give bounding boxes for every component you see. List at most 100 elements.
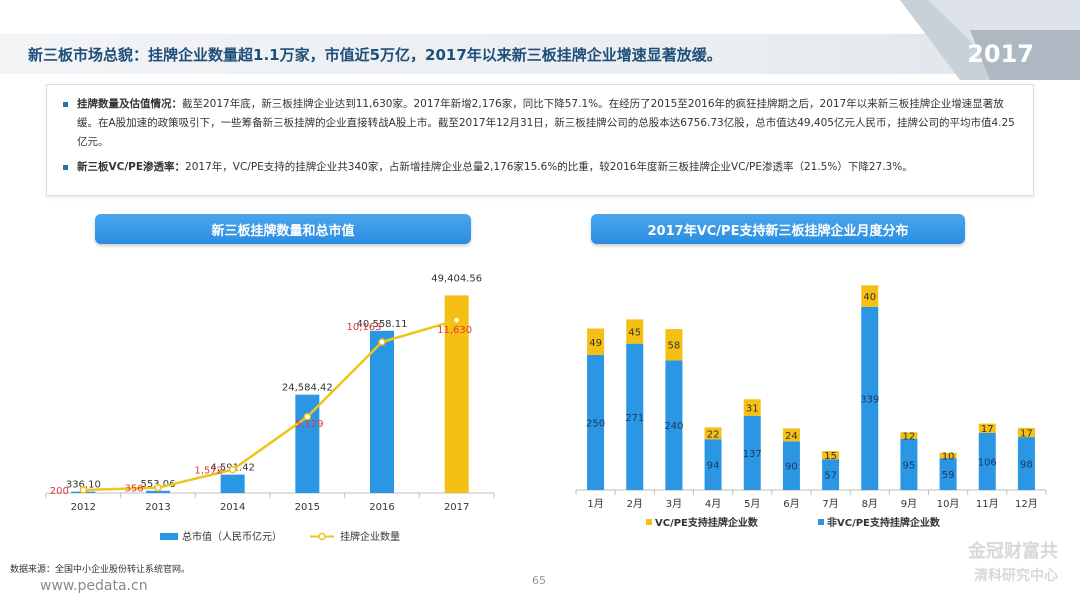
bar-value-label-non-vcpe: 137 [743,449,762,460]
x-tick-label: 2017 [444,502,469,513]
bar-value-label-vcpe: 17 [1020,428,1033,439]
bar-value-label-non-vcpe: 271 [625,413,644,424]
x-tick-label: 8月 [862,498,878,510]
bar-value-label-non-vcpe: 106 [978,457,997,468]
watermark-line2: 清科研究中心 [974,568,1058,584]
legend-swatch-vcpe [646,519,652,525]
line-point [452,316,461,324]
x-tick-label: 2016 [369,502,394,513]
line-value-label: 10,163 [347,322,382,333]
summary-box: 挂牌数量及估值情况：截至2017年底，新三板挂牌企业达到11,630家。2017… [46,84,1034,196]
bar-vcpe [939,452,957,459]
x-tick-label: 9月 [901,498,917,510]
x-tick-label: 6月 [783,498,799,510]
line-value-label: 356 [124,484,143,495]
line-listing-count [83,319,458,492]
bar-market-cap [444,295,469,493]
bar-value-label-non-vcpe: 94 [707,461,720,472]
page-title: 新三板市场总貌：挂牌企业数量超1.1万家，市值近5万亿，2017年以来新三板挂牌… [28,46,722,64]
bar-value-label: 49,404.56 [431,273,482,284]
footer-url[interactable]: www.pedata.cn [40,578,148,594]
line-point [79,486,88,494]
bar-non-vcpe [782,441,800,490]
bar-value-label-vcpe: 31 [746,404,759,415]
bar-value-label-non-vcpe: 59 [942,470,955,481]
bar-vcpe [665,329,683,361]
right-chart-title: 2017年VC/PE支持新三板挂牌企业月度分布 [591,214,965,244]
bar-vcpe [861,285,879,307]
bar-value-label-non-vcpe: 98 [1020,460,1033,471]
bar-non-vcpe [743,416,761,490]
bar-value-label-vcpe: 24 [785,431,798,442]
bar-value-label-vcpe: 49 [589,338,602,349]
x-tick-label: 11月 [976,498,999,510]
right-chart: 250 49 1月 271 45 2月 240 58 3月 94 22 4月 137 31 5月 90 24 6月… [575,285,1047,529]
x-tick-label: 2012 [71,502,96,513]
x-tick-label: 4月 [705,498,721,510]
bar-non-vcpe [861,306,879,490]
bar-vcpe [782,428,800,442]
legend-label-bar: 总市值（人民币亿元） [182,530,282,543]
x-tick-label: 12月 [1015,498,1038,510]
line-value-label: 5,129 [295,419,324,430]
bar-vcpe [822,451,840,460]
line-point [378,338,386,346]
bar-market-cap [295,394,320,493]
line-value-label: 11,630 [437,325,472,336]
bar-market-cap [370,330,394,493]
x-tick-label: 10月 [937,498,960,510]
corner-decoration [900,0,1080,80]
summary-item-listing: 挂牌数量及估值情况：截至2017年底，新三板挂牌企业达到11,630家。2017… [63,95,1017,152]
bar-non-vcpe [822,459,840,490]
bar-non-vcpe [900,438,918,490]
bar-value-label-vcpe: 22 [707,429,720,440]
bar-value-label-vcpe: 12 [903,431,916,442]
line-value-label: 1,572 [194,466,223,477]
bar-vcpe [587,328,605,355]
bar-non-vcpe [978,432,996,490]
watermark-line1: 金冠财富共 [968,541,1058,562]
bar-value-label: 40,558.11 [357,319,408,330]
bar-vcpe [743,399,761,417]
legend-swatch-point [318,532,326,541]
bar-vcpe [900,432,918,439]
line-point [154,483,162,492]
summary-item-key: 新三板VC/PE渗透率： [77,161,186,173]
bar-non-vcpe [939,458,957,490]
bar-value-label-non-vcpe: 250 [586,419,605,430]
x-tick-label: 7月 [822,498,838,510]
bar-vcpe [626,319,644,344]
summary-item-key: 挂牌数量及估值情况： [77,98,182,110]
bar-value-label-vcpe: 15 [824,451,837,462]
bar-value-label-non-vcpe: 95 [903,460,916,471]
bar-value-label-vcpe: 58 [668,341,681,352]
x-tick-label: 2013 [145,502,170,513]
bar-value-label-non-vcpe: 240 [664,421,683,432]
bar-vcpe [978,423,996,433]
summary-item-vcpe: 新三板VC/PE渗透率：2017年，VC/PE支持的挂牌企业共340家，占新增挂… [63,158,1017,177]
bar-value-label-non-vcpe: 339 [860,394,879,405]
bar-non-vcpe [1017,437,1035,490]
bar-value-label: 336.10 [66,480,101,491]
summary-item-text: 2017年，VC/PE支持的挂牌企业共340家，占新增挂牌企业总量2,176家1… [185,161,913,173]
bullet-icon [63,102,68,107]
legend-label-line: 挂牌企业数量 [340,530,400,543]
bar-market-cap [146,490,170,493]
page-number: 65 [532,574,546,587]
bar-value-label-non-vcpe: 57 [824,471,837,482]
bar-market-cap [220,474,245,493]
summary-item-text: 截至2017年底，新三板挂牌企业达到11,630家。2017年新增2,176家，… [77,98,1015,148]
watermark: 金冠财富共 清科研究中心 [968,540,1058,588]
bar-value-label: 24,584.42 [282,383,333,394]
legend-label-vcpe: VC/PE支持挂牌企业数 [655,516,759,529]
bar-value-label-non-vcpe: 90 [785,462,798,473]
x-tick-label: 5月 [744,498,760,510]
legend-label-non-vcpe: 非VC/PE支持挂牌企业数 [827,516,941,529]
bar-non-vcpe [587,355,605,490]
bullet-icon [63,165,68,170]
bar-value-label-vcpe: 17 [981,424,994,435]
title-bar [0,34,1080,74]
x-tick-label: 2015 [295,502,320,513]
x-tick-label: 1月 [587,498,603,510]
bar-non-vcpe [704,439,722,490]
